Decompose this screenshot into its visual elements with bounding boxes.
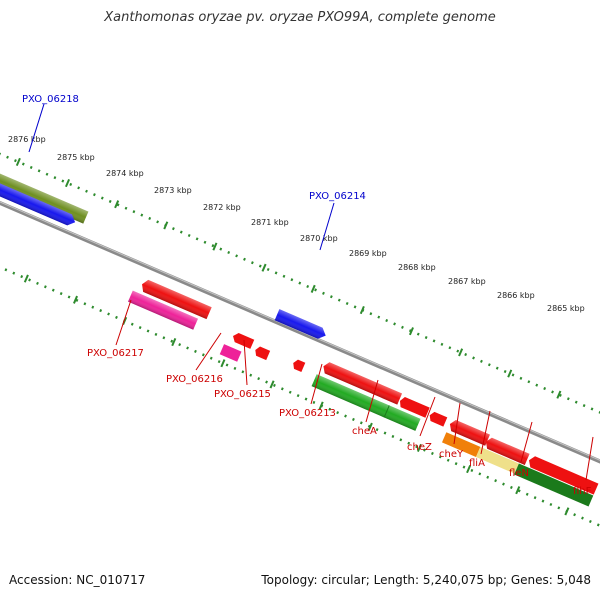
leader-line [365,379,379,423]
kbp-label: 2873 kbp [154,186,192,195]
gene-label-pxo-06216[interactable]: PXO_06216 [166,374,223,385]
gene-label-flhf[interactable]: flhF [573,486,592,497]
gene-flhf[interactable] [527,455,599,495]
kbp-label: 2866 kbp [497,291,535,300]
leader-line [480,410,491,455]
gene-chea-green-shade [311,374,421,431]
gene-label-pxo-06218[interactable]: PXO_06218 [22,94,79,105]
ruler-tick [310,284,316,293]
gene-label-flen[interactable]: fleN [509,468,529,479]
gene-chez-boundary [383,405,390,418]
ruler-tick [564,507,570,516]
gene-pxo-06213[interactable] [291,358,306,372]
leader-line [319,202,335,251]
gene-pxo-06217-red-shade [142,279,212,320]
ruler-tick [507,369,513,378]
genome-summary-text: Topology: circular; Length: 5,240,075 bp… [261,573,591,587]
kbp-label: 2870 kbp [300,234,338,243]
kbp-label: 2867 kbp [448,277,486,286]
gene-pxo-06218-shade [0,170,76,226]
kbp-labels: 2876 kbp 2875 kbp 2874 kbp 2873 kbp 2872… [8,135,585,313]
gene-pxo-06218-olive-shade [0,162,89,224]
top-gene-labels: PXO_06218 PXO_06214 [22,94,366,251]
genome-backbone [0,189,600,475]
gene-khaki[interactable] [475,446,519,474]
leader-line [28,103,45,153]
ruler-tick [212,242,218,251]
ruler-tick [466,464,472,474]
gene-dark-green[interactable] [514,463,594,507]
kbp-label: 2865 kbp [547,304,585,313]
gene-label-flia[interactable]: fliA [469,458,485,469]
gene-pxo-06214-shade [274,309,326,339]
accession-text: Accession: NC_010717 [9,573,146,587]
leader-line [585,436,594,481]
leader-line [310,363,323,405]
bottom-gene-labels: PXO_06217 PXO_06216 PXO_06215 PXO_06213 … [87,299,594,497]
gene-flen-shade [485,437,530,465]
gene-flia-shade [449,420,490,446]
leader-line [243,339,248,386]
ruler-tick [15,157,21,166]
gene-chey[interactable] [428,411,448,427]
kbp-label: 2871 kbp [251,218,289,227]
genome-track [0,148,600,528]
ruler-tick [23,274,29,283]
gene-chez[interactable] [398,396,430,418]
genome-backbone-highlight [0,189,600,472]
ruler-tick [318,401,324,410]
gene-pxo-06216[interactable] [219,344,242,362]
ruler-tick [269,380,275,389]
ruler-tick [65,179,71,188]
gene-pxo-06216-red[interactable] [231,331,255,349]
ruler-tick [458,348,464,357]
gene-label-chey[interactable]: cheY [439,449,464,460]
gene-label-pxo-06214[interactable]: PXO_06214 [309,191,366,202]
kbp-label: 2874 kbp [106,169,144,178]
gene-label-pxo-06215[interactable]: PXO_06215 [214,389,271,400]
gene-label-pxo-06217[interactable]: PXO_06217 [87,348,144,359]
leader-line [453,402,461,445]
ruler-tick [515,486,521,495]
kbp-label: 2869 kbp [349,249,387,258]
leader-line [419,396,436,437]
gene-chea-shade [323,362,403,405]
ruler-tick [367,422,373,431]
ruler-tick [416,443,422,452]
leader-line [115,299,132,346]
ruler-tick [359,305,365,315]
ruler-tick [556,390,562,399]
ruler-tick [171,338,177,347]
gene-pxo-06215[interactable] [253,345,271,361]
ruler-tick [261,263,267,272]
major-ticks [15,157,570,516]
ruler-tick [114,200,120,209]
kbp-label: 2875 kbp [57,153,95,162]
gene-label-chea[interactable]: cheA [352,426,377,437]
gene-label-chez[interactable]: cheZ [407,442,432,453]
ruler-tick [163,221,169,230]
leader-line [520,421,533,463]
bottom-ruler [0,244,600,528]
ruler-tick [220,359,226,368]
ruler-tick [408,327,414,336]
leader-line [195,332,222,371]
genome-title: Xanthomonas oryzae pv. oryzae PXO99A, co… [104,10,496,25]
kbp-label: 2872 kbp [203,203,241,212]
gene-orange[interactable] [441,432,481,457]
gene-label-pxo-06213[interactable]: PXO_06213 [279,408,336,419]
kbp-label: 2868 kbp [398,263,436,272]
ruler-tick [73,295,79,304]
gene-pxo-06217-shade [128,290,198,330]
kbp-label: 2876 kbp [8,135,46,144]
